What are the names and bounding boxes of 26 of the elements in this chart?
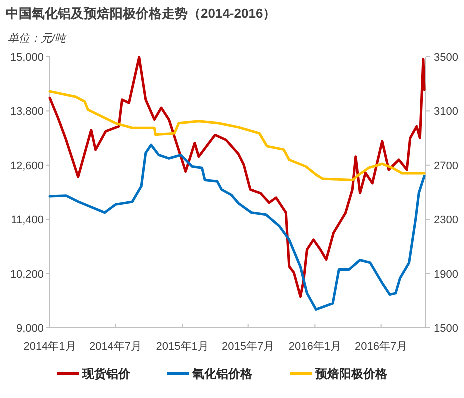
y-tick-label: 12,600 <box>10 160 44 172</box>
x-tick-label: 2015年1月 <box>156 341 209 353</box>
y-axis-title: 单位：元/吨 <box>8 32 68 45</box>
y2-tick-label: 2700 <box>434 160 458 172</box>
x-tick-label: 2016年1月 <box>288 341 342 353</box>
line-series <box>48 90 426 182</box>
x-tick-label: 2014年7月 <box>89 341 142 353</box>
y-tick-label: 15,000 <box>10 52 44 64</box>
y2-tick-label: 1900 <box>434 268 458 281</box>
y2-tick-label: 2300 <box>434 214 458 227</box>
y2-tick-label: 3500 <box>434 52 458 64</box>
y-tick-label: 11,400 <box>11 214 44 227</box>
legend-label: 预焙阳极价格 <box>314 367 388 381</box>
line-series <box>48 144 426 311</box>
y2-tick-label: 3100 <box>434 106 458 118</box>
line-series <box>48 56 426 298</box>
chart-title: 中国氧化铝及预焙阳极价格走势（2014-2016） <box>6 6 276 21</box>
legend-label: 氧化铝价格 <box>192 367 254 381</box>
y-tick-label: 13,800 <box>10 106 44 118</box>
legend-label: 现货铝价 <box>82 367 132 381</box>
x-tick-label: 2016年7月 <box>355 341 408 353</box>
y-tick-label: 9,000 <box>16 323 44 335</box>
x-tick-label: 2014年1月 <box>24 341 76 353</box>
y-tick-label: 10,200 <box>10 268 44 281</box>
x-tick-label: 2015年7月 <box>222 341 275 353</box>
y2-tick-label: 1500 <box>434 323 458 335</box>
